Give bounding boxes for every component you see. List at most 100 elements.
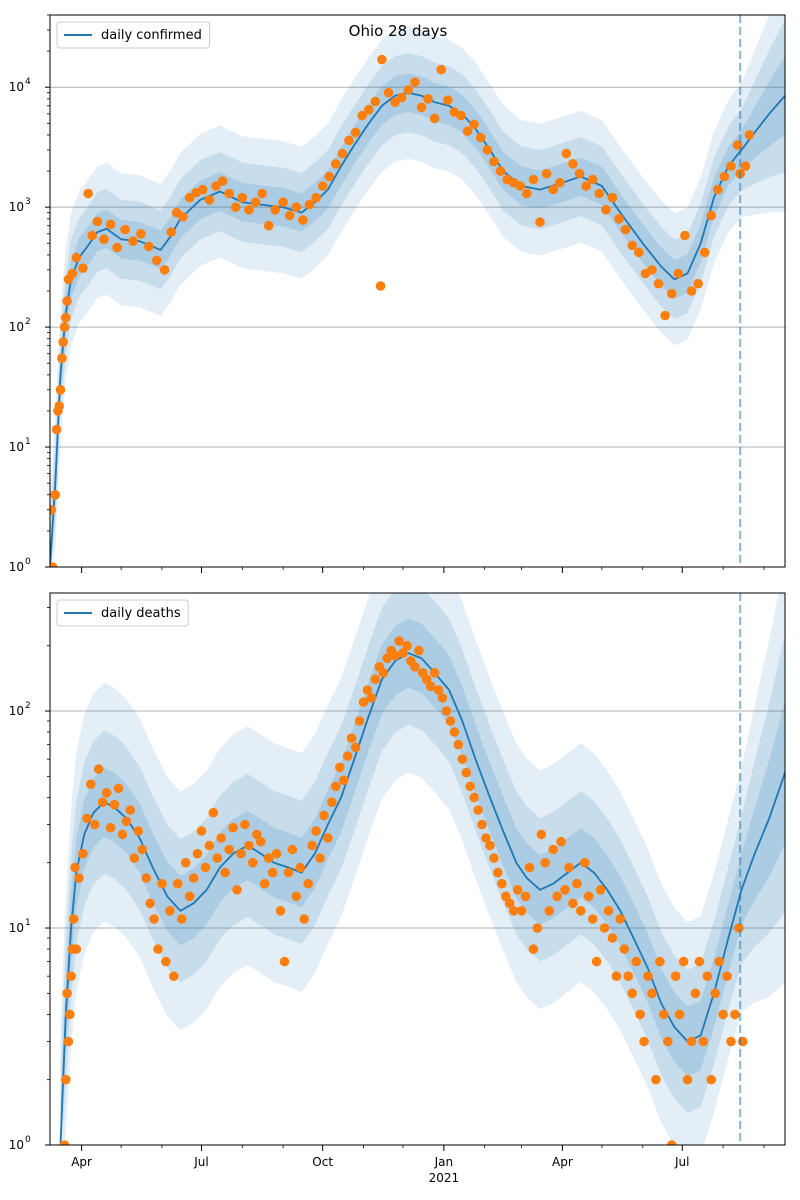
observed-point [690, 988, 701, 999]
observed-point [337, 148, 348, 159]
observed-point [200, 862, 211, 873]
observed-point [166, 227, 176, 237]
y-tick-label-exponent: 2 [25, 701, 31, 711]
observed-point [532, 923, 543, 933]
observed-point [699, 247, 710, 258]
observed-point [416, 102, 427, 113]
y-tick-label: 10 [9, 704, 24, 718]
observed-point [248, 857, 258, 868]
observed-point [429, 113, 440, 124]
observed-point [614, 214, 624, 224]
observed-point [66, 971, 76, 981]
observed-point [78, 263, 88, 274]
observed-point [86, 779, 96, 789]
observed-point [92, 216, 103, 227]
observed-point [61, 1074, 71, 1085]
observed-point [204, 195, 215, 205]
observed-point [370, 674, 381, 685]
observed-point [508, 906, 519, 916]
observed-point [682, 1074, 693, 1085]
observed-point [278, 197, 288, 207]
y-tick-label-exponent: 4 [25, 77, 31, 87]
legend-label: daily deaths [101, 606, 181, 621]
observed-point [284, 210, 295, 221]
observed-point [615, 914, 626, 924]
observed-point [552, 891, 562, 902]
observed-point [350, 742, 361, 753]
observed-point [55, 385, 66, 395]
observed-point [595, 885, 606, 895]
observed-point [449, 727, 460, 737]
observed-point [501, 891, 511, 902]
observed-point [522, 188, 532, 199]
observed-point [540, 857, 551, 868]
observed-point [188, 873, 199, 883]
observed-point [350, 127, 361, 138]
observed-point [647, 988, 657, 999]
observed-point [666, 288, 677, 299]
observed-point [475, 132, 486, 143]
observed-point [232, 885, 242, 895]
observed-point [307, 840, 317, 851]
observed-point [574, 168, 585, 179]
observed-point [315, 853, 325, 863]
y-tick-label: 10 [9, 1138, 24, 1152]
x-tick-label: Apr [552, 1155, 573, 1169]
observed-point [128, 236, 138, 246]
observed-point [97, 797, 108, 807]
plot-frame [49, 592, 786, 1146]
observed-point [145, 898, 155, 909]
observed-point [653, 278, 664, 289]
observed-point [693, 278, 703, 289]
observed-point [129, 853, 140, 863]
observed-point [50, 505, 57, 515]
observed-point [364, 104, 374, 115]
y-tick-label: 10 [9, 921, 24, 935]
observed-point [59, 322, 70, 332]
observed-point [528, 944, 539, 954]
observed-point [50, 562, 58, 567]
y-tick-label-exponent: 0 [25, 557, 31, 567]
observed-point [99, 234, 109, 245]
observed-point [481, 833, 491, 843]
observed-point [178, 212, 188, 222]
observed-point [680, 230, 690, 241]
observed-point [287, 844, 298, 855]
observed-point [279, 956, 290, 967]
observed-point [344, 135, 354, 146]
legend-label: daily confirmed [101, 28, 202, 43]
observed-point [730, 1009, 740, 1020]
observed-point [461, 767, 472, 778]
observed-point [180, 857, 191, 868]
observed-point [70, 862, 80, 873]
observed-point [113, 783, 124, 794]
observed-point [477, 819, 487, 830]
observed-point [536, 829, 547, 840]
observed-point [462, 126, 473, 136]
observed-point [78, 848, 88, 859]
observed-point [390, 650, 400, 661]
observed-point [263, 220, 274, 231]
observed-point [101, 788, 112, 798]
observed-point [603, 906, 614, 916]
observed-point [631, 956, 641, 967]
observed-point [647, 265, 657, 275]
observed-point [433, 685, 444, 695]
observed-point [541, 168, 552, 179]
observed-point [744, 130, 755, 140]
observed-point [141, 873, 151, 883]
observed-point [620, 224, 631, 235]
observed-point [678, 956, 689, 967]
observed-point [722, 971, 732, 981]
observed-point [323, 833, 333, 843]
observed-point [497, 878, 507, 889]
observed-point [263, 853, 274, 863]
observed-point [250, 197, 261, 207]
observed-point [639, 1036, 649, 1047]
observed-point [445, 716, 456, 726]
observed-point [236, 848, 246, 859]
observed-point [564, 862, 574, 873]
credible-band-3 [50, 56, 785, 567]
observed-point [489, 156, 499, 167]
